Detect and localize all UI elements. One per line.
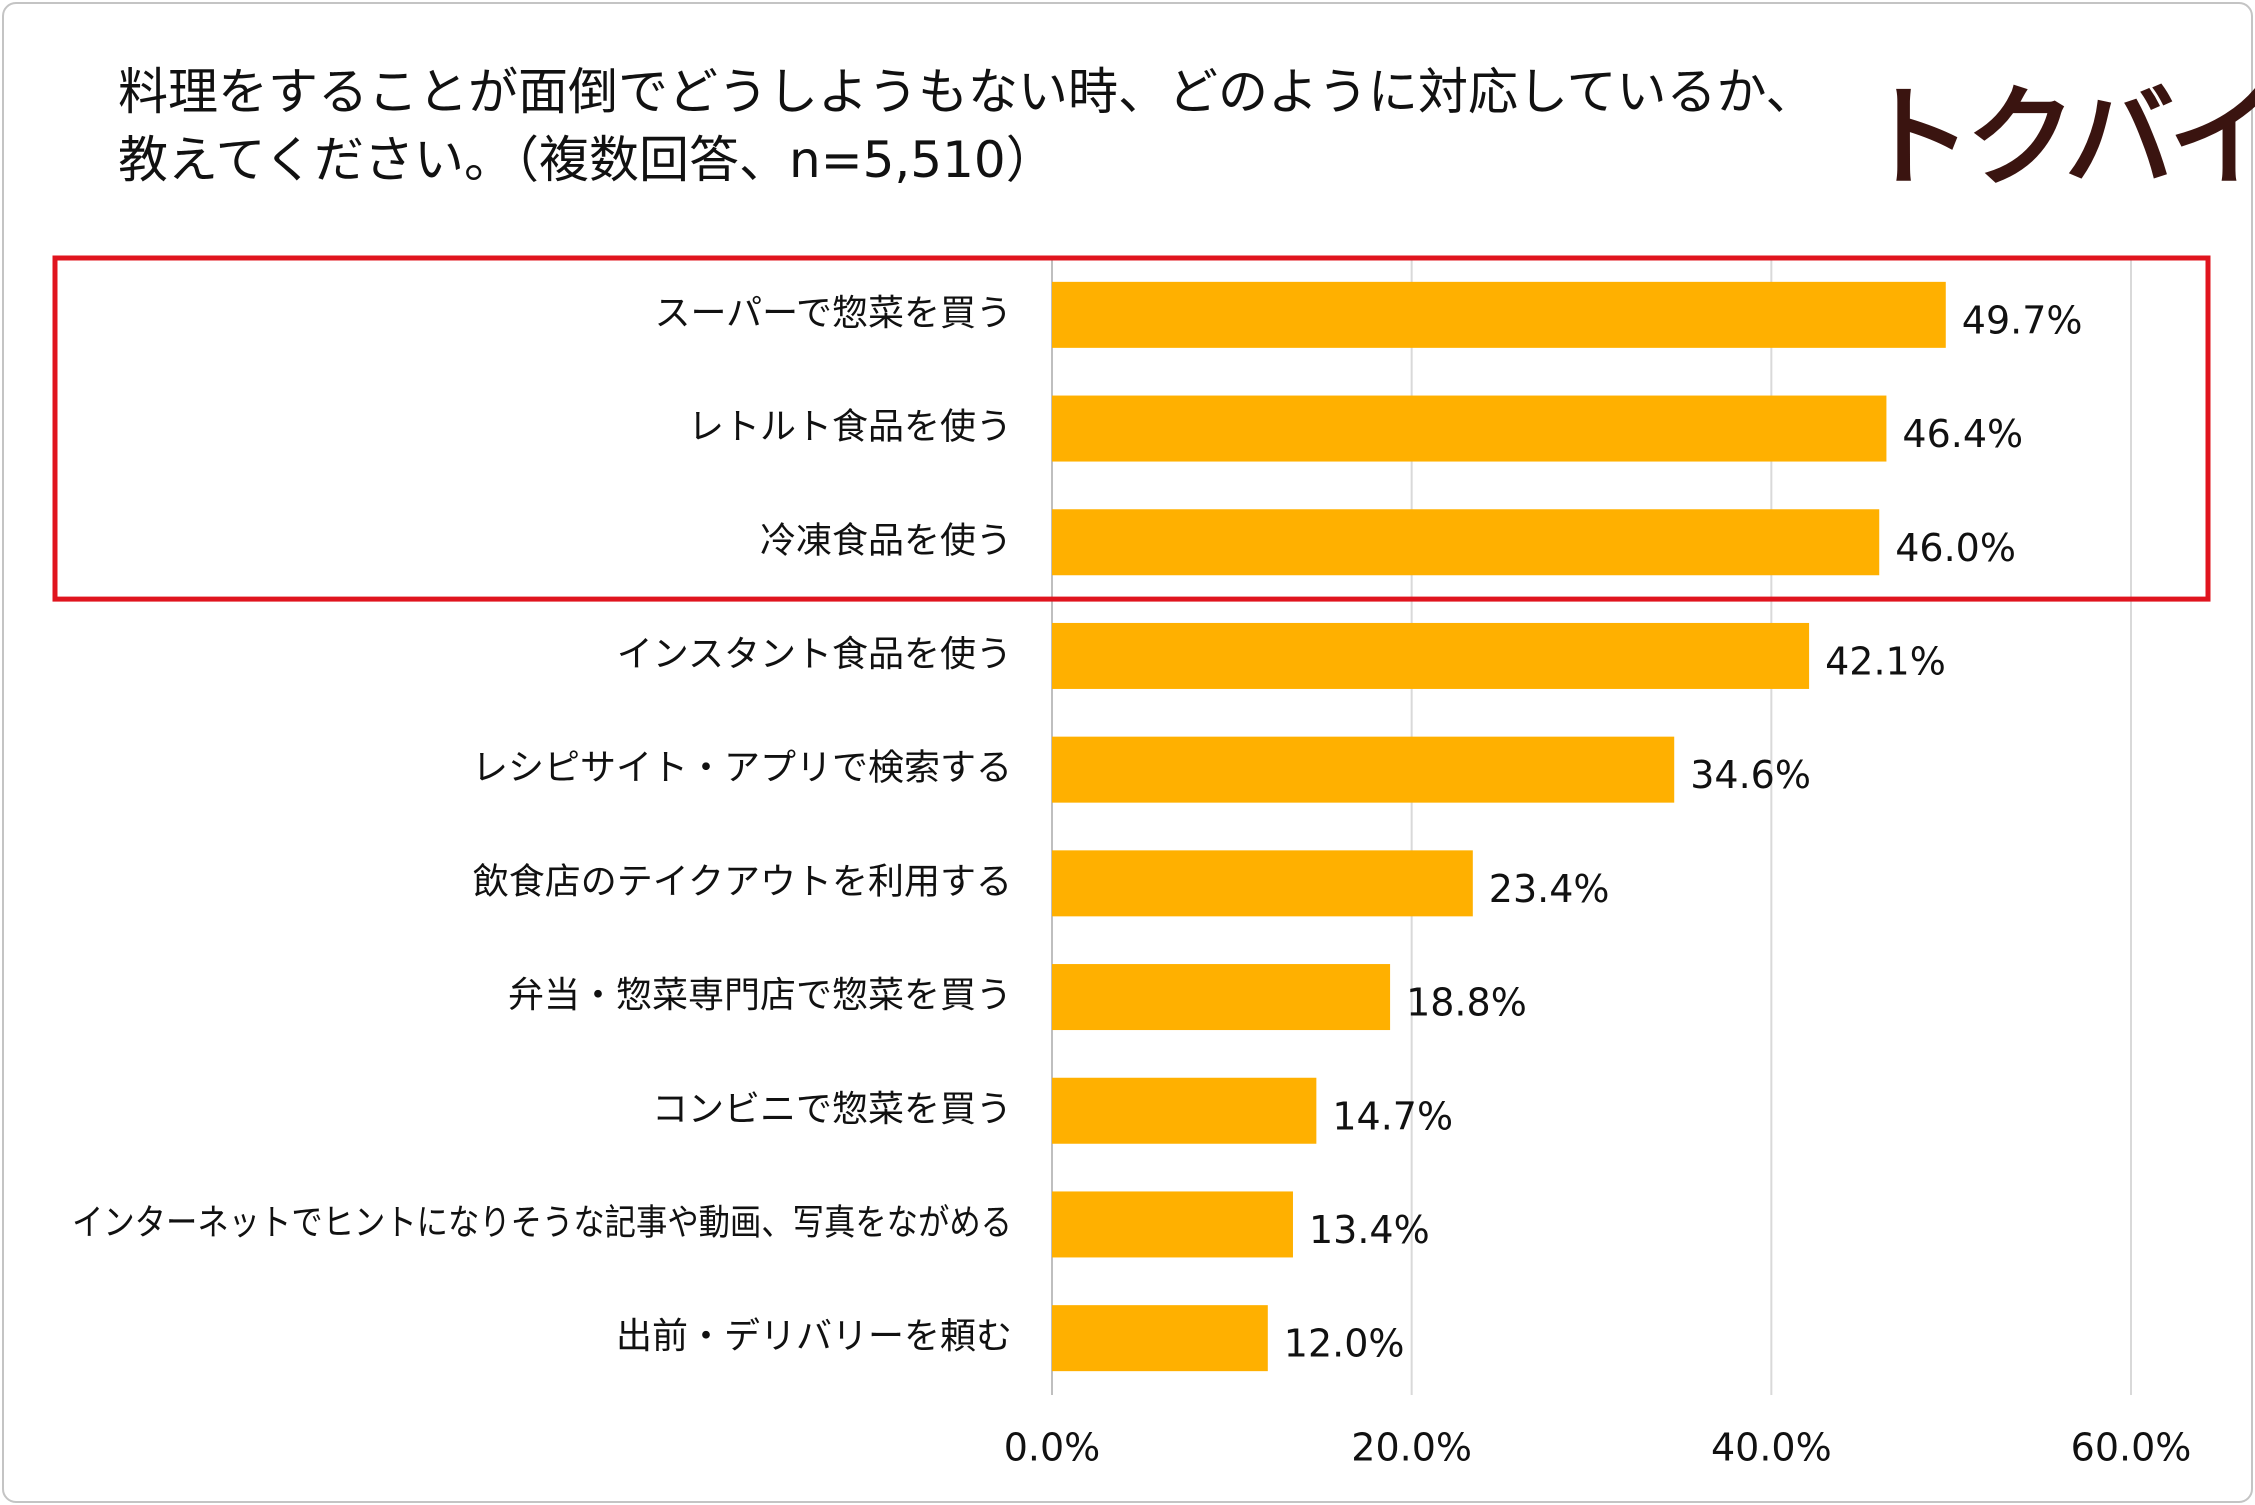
bar xyxy=(1052,964,1391,1031)
value-label: 42.1% xyxy=(1825,639,1946,683)
value-label: 46.0% xyxy=(1895,526,2016,570)
x-tick-label: 60.0% xyxy=(2071,1426,2192,1470)
value-label: 13.4% xyxy=(1309,1208,1430,1252)
x-tick-labels: 0.0% 20.0% 40.0% 60.0% xyxy=(1004,1426,2192,1470)
highlight-box-layer xyxy=(52,255,2211,602)
chart-title: 料理をすることが面倒でどうしようもない時、どのように対応しているか、 教えてくだ… xyxy=(118,58,1818,194)
category-label: レシピサイト・アプリで検索する xyxy=(472,748,1012,789)
value-labels: 49.7% 46.4% 46.0% 42.1% 34.6% 23.4% 18.8% 14.7%… xyxy=(1284,298,2083,1365)
category-labels: スーパーで惣菜を買うレトルト食品を使う冷凍食品を使うインスタント食品を使うレシピ… xyxy=(72,293,1012,1357)
value-label: 14.7% xyxy=(1332,1094,1453,1138)
x-tick-label: 0.0% xyxy=(1004,1426,1101,1470)
value-label: 34.6% xyxy=(1690,753,1811,797)
category-label: 出前・デリバリーを頼む xyxy=(616,1316,1012,1357)
value-label: 18.8% xyxy=(1406,981,1527,1025)
category-label: コンビニで惣菜を買う xyxy=(652,1089,1012,1130)
highlight-box xyxy=(52,255,2211,602)
chart-title-line1: 料理をすることが面倒でどうしようもない時、どのように対応しているか、 xyxy=(118,63,1816,121)
category-label: 弁当・惣菜専門店で惣菜を買う xyxy=(508,975,1012,1016)
bar xyxy=(1052,281,1946,348)
bar xyxy=(1052,509,1880,576)
x-tick-label: 40.0% xyxy=(1711,1426,1832,1470)
bar xyxy=(1052,622,1810,689)
bar xyxy=(1052,395,1887,462)
value-label: 49.7% xyxy=(1962,298,2083,342)
x-tick-label: 20.0% xyxy=(1351,1426,1472,1470)
value-label: 23.4% xyxy=(1489,867,1610,911)
category-label: レトルト食品を使う xyxy=(688,407,1012,448)
value-label: 46.4% xyxy=(1902,412,2023,456)
category-label: 冷凍食品を使う xyxy=(760,520,1012,561)
bars xyxy=(1052,281,1946,1372)
value-label: 12.0% xyxy=(1284,1322,1405,1366)
tokubai-logo: トクバイ xyxy=(1862,74,2255,202)
bar xyxy=(1052,1077,1317,1144)
bar xyxy=(1052,850,1473,917)
category-label: インスタント食品を使う xyxy=(617,634,1012,675)
category-label: インターネットでヒントになりそうな記事や動画、写真をながめる xyxy=(72,1202,1012,1243)
bar xyxy=(1052,1191,1293,1258)
bar xyxy=(1052,1305,1268,1372)
category-label: スーパーで惣菜を買う xyxy=(655,293,1012,334)
bar xyxy=(1052,736,1675,803)
category-label: 飲食店のテイクアウトを利用する xyxy=(473,861,1012,902)
chart-title-line2: 教えてください。（複数回答、n=5,510） xyxy=(118,131,1056,189)
